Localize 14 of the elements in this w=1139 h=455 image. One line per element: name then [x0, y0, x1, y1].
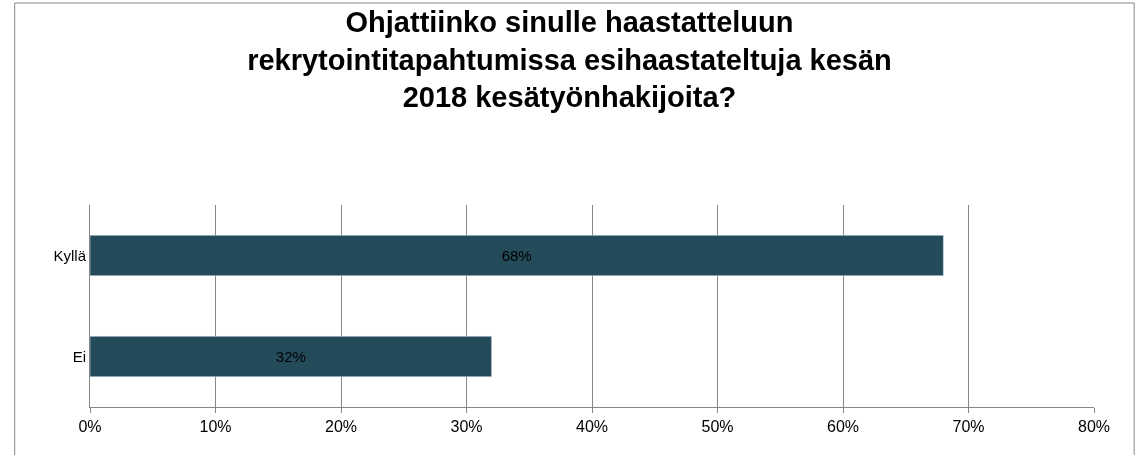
data-label: 32%	[275, 348, 306, 365]
chart-title: Ohjattiinko sinulle haastatteluun rekrytointitapahtumissa esihaastateltuja kesän 2018 kesätyönhakijoita?	[247, 5, 892, 114]
x-tick-label: 20%	[324, 418, 358, 436]
x-tick-label: 80%	[1077, 418, 1111, 436]
x-tick-label: 40%	[575, 418, 609, 436]
y-tick-label: Kyllä	[53, 246, 87, 264]
x-tick-label: 0%	[78, 418, 102, 436]
x-tick-label: 70%	[952, 418, 985, 436]
data-label: 68%	[501, 247, 532, 264]
x-tick-label: 10%	[199, 418, 232, 436]
x-tick-label: 60%	[826, 418, 860, 436]
x-tick-label: 50%	[701, 418, 734, 436]
y-tick-label: Ei	[72, 347, 86, 365]
x-tick-label: 30%	[450, 418, 483, 436]
